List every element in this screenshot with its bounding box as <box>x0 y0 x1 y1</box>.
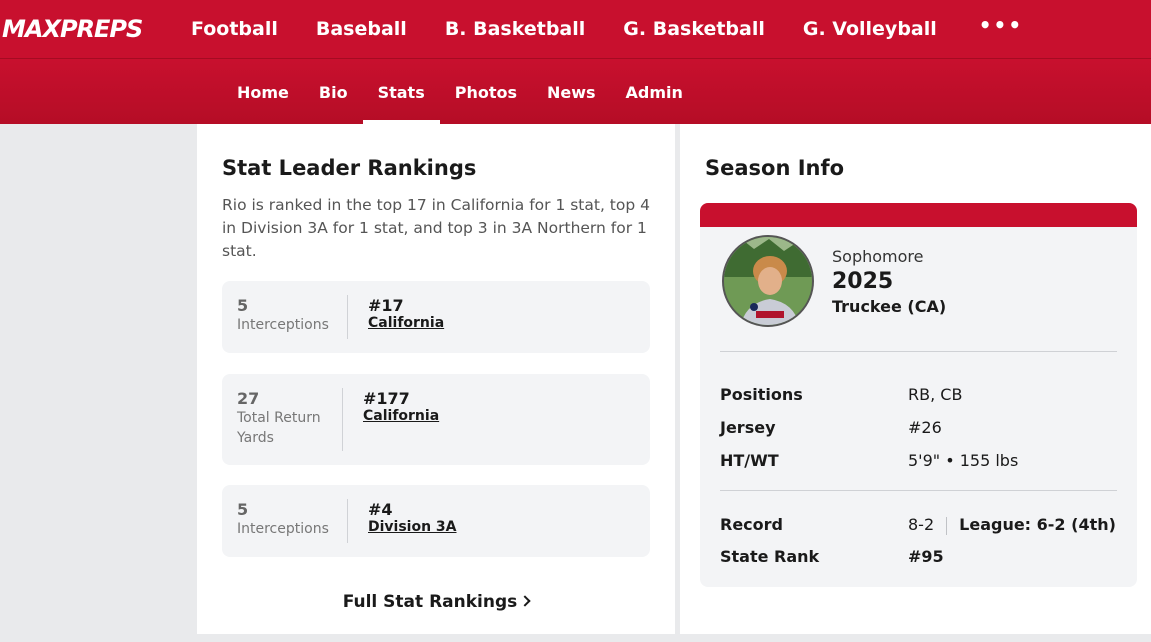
divider <box>720 490 1117 491</box>
sport-football[interactable]: Football <box>191 18 278 40</box>
divider <box>347 295 348 339</box>
stat-label: Interceptions <box>237 521 329 537</box>
sport-boys-basketball[interactable]: B. Basketball <box>444 18 586 40</box>
top-header: MAXPREPS Football Baseball B. Basketball… <box>0 0 1151 58</box>
tab-home[interactable]: Home <box>237 82 289 102</box>
chevron-right-icon <box>519 595 531 607</box>
maxpreps-logo[interactable]: MAXPREPS <box>2 10 143 48</box>
tab-stats[interactable]: Stats <box>362 59 440 125</box>
stat-value: 5 <box>237 500 249 519</box>
stat-value: 27 <box>237 389 260 408</box>
record-label: Record <box>720 515 783 534</box>
state-rank-label: State Rank <box>720 547 820 566</box>
season-info-card: Sophomore 2025 Truckee (CA) Positions RB… <box>700 203 1137 587</box>
rank-scope-link[interactable]: California <box>368 315 445 331</box>
sport-nav: Football Baseball B. Basketball G. Baske… <box>191 0 1023 58</box>
full-stat-rankings-label: Full Stat Rankings <box>342 592 518 612</box>
positions-value: RB, CB <box>908 385 963 404</box>
ranking-card: 5 Interceptions #17 California <box>222 281 650 353</box>
rank-scope-link[interactable]: California <box>363 408 440 424</box>
jersey-label: Jersey <box>720 418 776 437</box>
divider <box>720 351 1117 352</box>
record-value-group: 8-2 League: 6-2 (4th) <box>908 515 1116 535</box>
tab-photos[interactable]: Photos <box>454 82 517 102</box>
stat-label: Interceptions <box>237 317 329 333</box>
divider <box>342 388 343 451</box>
rank-scope-link[interactable]: Division 3A <box>368 519 457 535</box>
state-rank-value: #95 <box>908 547 944 566</box>
rank-number: #17 <box>368 296 404 315</box>
positions-label: Positions <box>720 385 803 404</box>
divider <box>347 499 348 543</box>
player-photo-icon <box>724 237 812 325</box>
sport-girls-volleyball[interactable]: G. Volleyball <box>802 18 937 40</box>
full-stat-rankings-link[interactable]: Full Stat Rankings <box>197 592 675 612</box>
logo-text: MAXPREPS <box>2 15 143 43</box>
separator <box>946 516 948 535</box>
grade-level: Sophomore <box>832 247 924 266</box>
stat-leader-description: Rio is ranked in the top 17 in Californi… <box>222 196 650 260</box>
stat-label: Total Return Yards <box>237 410 321 446</box>
htwt-value: 5'9" • 155 lbs <box>908 451 1019 470</box>
card-header-band <box>700 203 1137 227</box>
tab-news[interactable]: News <box>547 82 596 102</box>
jersey-value: #26 <box>908 418 942 437</box>
profile-subnav: Home Bio Stats Photos News Admin <box>0 58 1151 125</box>
player-info: Sophomore 2025 Truckee (CA) <box>832 247 946 316</box>
tab-bio[interactable]: Bio <box>318 82 348 102</box>
avatar[interactable] <box>722 235 814 327</box>
school-name: Truckee (CA) <box>832 297 947 316</box>
season-info-panel: Season Info Sophomore 2025 Truckee (CA) … <box>680 124 1151 634</box>
sport-baseball[interactable]: Baseball <box>315 18 407 40</box>
htwt-label: HT/WT <box>720 451 779 470</box>
record-value: 8-2 <box>908 515 935 534</box>
stat-leader-title: Stat Leader Rankings <box>222 156 477 180</box>
rank-number: #4 <box>368 500 393 519</box>
ranking-card: 27 Total Return Yards #177 California <box>222 374 650 465</box>
rank-number: #177 <box>363 389 410 408</box>
stat-leader-panel: Stat Leader Rankings Rio is ranked in th… <box>197 124 675 634</box>
tab-admin[interactable]: Admin <box>625 82 683 102</box>
league-record: League: 6-2 (4th) <box>959 515 1116 534</box>
more-icon[interactable]: ••• <box>978 13 1024 37</box>
season-info-title: Season Info <box>705 156 845 180</box>
ranking-card: 5 Interceptions #4 Division 3A <box>222 485 650 557</box>
graduation-year: 2025 <box>832 269 894 294</box>
stat-value: 5 <box>237 296 249 315</box>
sport-girls-basketball[interactable]: G. Basketball <box>623 18 765 40</box>
